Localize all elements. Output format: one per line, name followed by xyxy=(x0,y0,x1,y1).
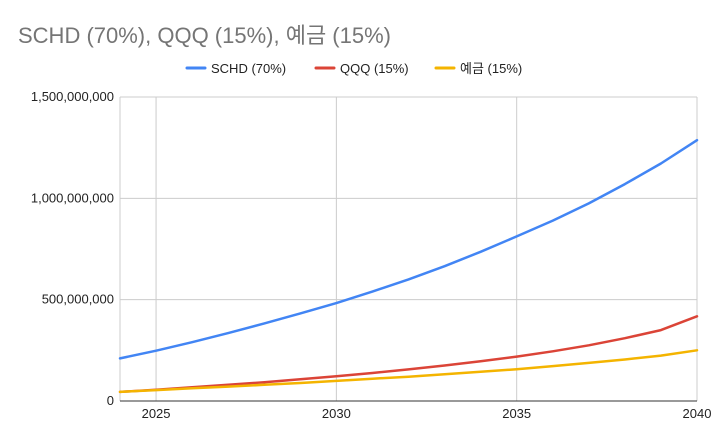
legend-label: QQQ (15%) xyxy=(340,61,409,76)
series-line-1 xyxy=(118,315,699,394)
y-tick-label: 1,000,000,000 xyxy=(31,190,114,205)
y-tick-label: 500,000,000 xyxy=(42,292,114,307)
x-tick-label: 2025 xyxy=(142,406,171,421)
x-tick-label: 2030 xyxy=(322,406,351,421)
legend-label: SCHD (70%) xyxy=(211,61,286,76)
legend-label: 예금 (15%) xyxy=(460,61,522,76)
x-tick-label: 2035 xyxy=(502,406,531,421)
x-tick-label: 2040 xyxy=(683,406,712,421)
y-tick-label: 1,500,000,000 xyxy=(31,89,114,104)
series-line-0 xyxy=(118,138,699,360)
y-tick-label: 0 xyxy=(107,393,114,408)
series-line-2 xyxy=(118,349,699,394)
chart-title: SCHD (70%), QQQ (15%), 예금 (15%) xyxy=(18,23,391,48)
